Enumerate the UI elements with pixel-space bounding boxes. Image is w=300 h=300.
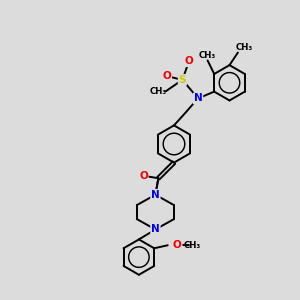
- Text: CH₃: CH₃: [150, 87, 167, 96]
- Text: CH₃: CH₃: [184, 241, 201, 250]
- Text: CH₃: CH₃: [236, 43, 253, 52]
- Text: N: N: [151, 224, 160, 235]
- Text: S: S: [179, 75, 186, 85]
- Text: N: N: [151, 190, 160, 200]
- Text: O: O: [173, 240, 182, 250]
- Text: O: O: [162, 71, 171, 81]
- Text: O: O: [139, 171, 148, 181]
- Text: N: N: [194, 93, 202, 103]
- Text: O: O: [184, 56, 194, 66]
- Text: CH₃: CH₃: [199, 51, 216, 60]
